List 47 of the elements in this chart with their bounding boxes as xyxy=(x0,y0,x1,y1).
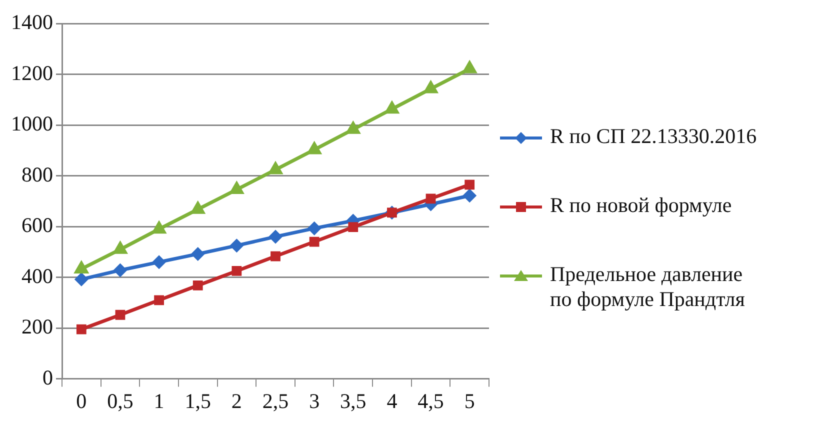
point xyxy=(345,120,361,134)
x-tick-label: 0,5 xyxy=(107,388,134,413)
y-tick-label: 800 xyxy=(22,162,53,186)
x-tick-label: 1,5 xyxy=(184,388,211,413)
x-tick-label: 4,5 xyxy=(418,388,444,413)
legend-label: R по СП 22.13330.2016 xyxy=(550,124,757,149)
point xyxy=(426,194,436,204)
y-tick-label: 1000 xyxy=(11,112,53,136)
point xyxy=(232,266,242,276)
y-tick-label: 1400 xyxy=(11,10,53,34)
x-tick-label: 3,5 xyxy=(340,388,366,413)
y-tick-label: 0 xyxy=(42,365,53,390)
x-tick-label: 4 xyxy=(386,388,398,413)
point xyxy=(152,255,166,270)
y-tick-label: 600 xyxy=(22,213,53,238)
x-tick-label: 1 xyxy=(154,388,164,413)
point xyxy=(348,222,358,232)
point xyxy=(113,263,128,278)
point xyxy=(307,221,322,236)
point xyxy=(306,140,322,154)
point xyxy=(192,280,203,290)
x-tick-label: 3 xyxy=(309,388,320,413)
point xyxy=(230,238,244,253)
point xyxy=(384,100,400,114)
legend-label: R по новой формуле xyxy=(550,193,732,218)
y-tick-label: 1200 xyxy=(11,60,53,85)
x-tick-label: 0 xyxy=(76,388,87,413)
point xyxy=(270,251,280,262)
point xyxy=(190,246,205,261)
point xyxy=(422,80,439,94)
x-tick-label: 2,5 xyxy=(262,388,289,413)
point xyxy=(228,180,244,194)
point xyxy=(154,295,164,306)
x-tick-label: 5 xyxy=(464,388,475,413)
y-tick-label: 200 xyxy=(22,314,53,339)
point xyxy=(115,310,126,320)
legend-label: Предельное давление по формуле Прандтля xyxy=(550,262,746,312)
point xyxy=(309,236,320,247)
point xyxy=(74,272,88,286)
point xyxy=(462,60,478,74)
point xyxy=(464,180,475,190)
y-tick-label: 400 xyxy=(22,264,53,288)
point xyxy=(268,160,284,174)
point xyxy=(76,324,86,334)
point xyxy=(268,230,282,244)
x-tick-label: 2 xyxy=(231,388,242,413)
point xyxy=(462,188,477,203)
